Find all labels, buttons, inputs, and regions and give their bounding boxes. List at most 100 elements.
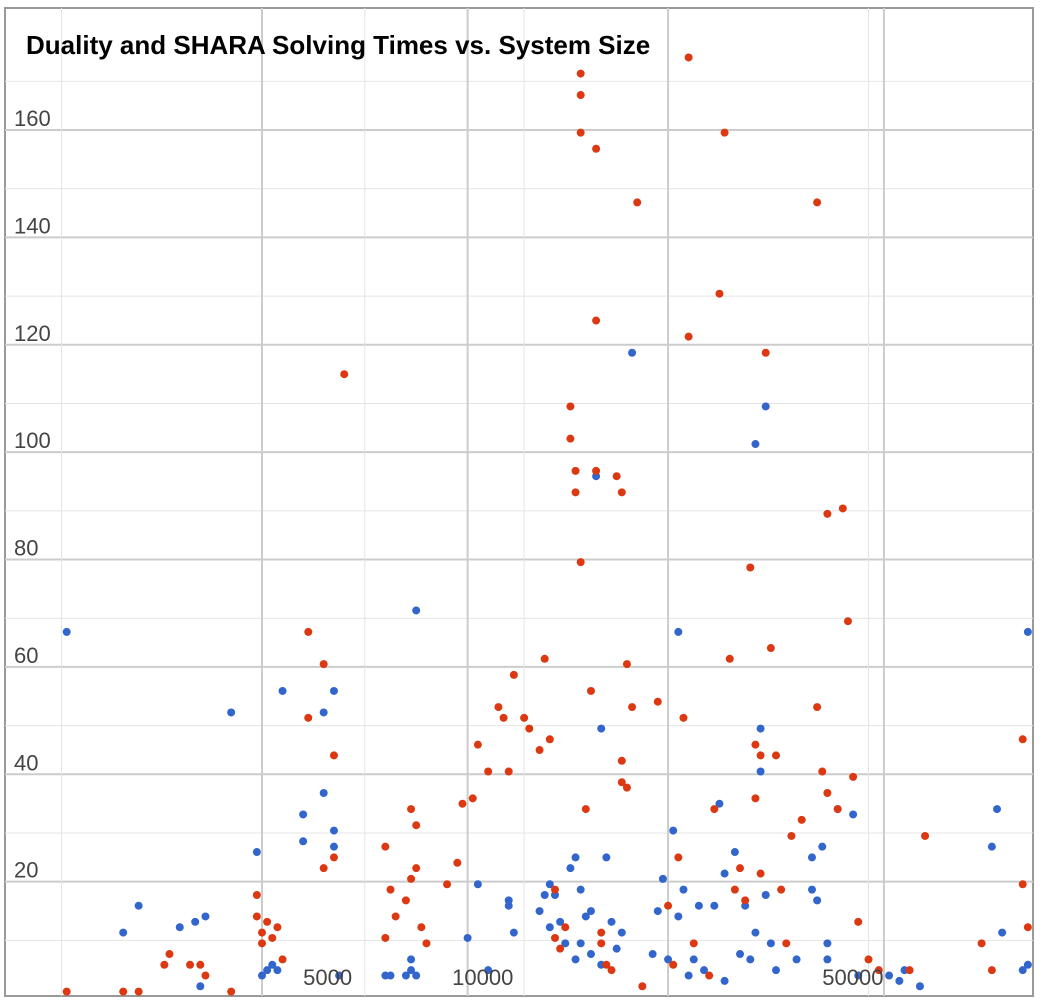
x-tick-label: 10000 (452, 965, 513, 990)
data-point-shara (684, 332, 693, 341)
data-point-shara (160, 960, 169, 969)
data-point-shara (581, 805, 590, 814)
data-point-duality (329, 826, 338, 835)
data-point-duality (1018, 966, 1027, 975)
data-point-shara (304, 627, 313, 636)
data-point-shara (576, 558, 585, 567)
data-point-shara (329, 853, 338, 862)
data-point-shara (751, 740, 760, 749)
data-point-duality (1023, 627, 1032, 636)
data-point-shara (319, 660, 328, 669)
data-point-shara (849, 772, 858, 781)
series-duality (62, 348, 1032, 991)
data-point-shara (550, 885, 559, 894)
data-point-duality (509, 928, 518, 937)
data-point-duality (710, 901, 719, 910)
data-point-duality (648, 950, 657, 959)
data-point-duality (504, 901, 513, 910)
data-point-shara (417, 923, 426, 932)
data-point-duality (664, 955, 673, 964)
data-point-duality (694, 901, 703, 910)
data-point-duality (412, 606, 421, 615)
data-point-shara (509, 670, 518, 679)
data-point-shara (443, 880, 452, 889)
data-point-shara (386, 885, 395, 894)
data-point-shara (484, 767, 493, 776)
data-point-duality (761, 890, 770, 899)
data-point-duality (915, 982, 924, 991)
data-point-duality (581, 912, 590, 921)
data-point-duality (273, 966, 282, 975)
data-point-shara (612, 472, 621, 481)
data-point-duality (412, 971, 421, 980)
data-point-shara (833, 805, 842, 814)
data-point-shara (797, 815, 806, 824)
data-point-shara (987, 966, 996, 975)
data-point-shara (566, 402, 575, 411)
data-point-shara (268, 933, 277, 942)
data-point-duality (386, 971, 395, 980)
data-point-shara (401, 896, 410, 905)
x-tick-label: 50000 (822, 965, 883, 990)
data-point-duality (586, 907, 595, 916)
data-point-shara (252, 890, 261, 899)
data-point-shara (545, 735, 554, 744)
data-point-shara (525, 724, 534, 733)
data-point-duality (407, 966, 416, 975)
data-point-shara (592, 316, 601, 325)
data-point-shara (689, 939, 698, 948)
chart-title: Duality and SHARA Solving Times vs. Syst… (26, 30, 650, 60)
data-point-shara (196, 960, 205, 969)
data-point-shara (823, 509, 832, 518)
y-tick-label: 20 (14, 858, 38, 883)
data-point-duality (730, 848, 739, 857)
data-point-duality (545, 880, 554, 889)
y-tick-label: 40 (14, 750, 38, 775)
data-point-shara (602, 960, 611, 969)
data-point-shara (273, 923, 282, 932)
data-point-shara (556, 944, 565, 953)
data-point-shara (782, 939, 791, 948)
data-point-shara (550, 933, 559, 942)
y-tick-label: 60 (14, 643, 38, 668)
data-point-shara (730, 885, 739, 894)
data-point-shara (592, 144, 601, 153)
data-point-duality (119, 928, 128, 937)
data-point-shara (977, 939, 986, 948)
data-point-duality (720, 869, 729, 878)
data-point-duality (329, 842, 338, 851)
data-point-shara (684, 53, 693, 62)
data-point-duality (607, 917, 616, 926)
data-point-shara (715, 289, 724, 298)
data-point-duality (535, 907, 544, 916)
data-point-shara (1018, 880, 1027, 889)
data-point-duality (720, 976, 729, 985)
data-point-shara (412, 864, 421, 873)
data-point-duality (772, 966, 780, 975)
data-point-shara (186, 960, 195, 969)
data-point-duality (586, 950, 595, 959)
data-point-shara (653, 697, 662, 706)
data-point-shara (592, 466, 601, 475)
data-point-duality (792, 955, 801, 964)
data-point-duality (746, 955, 755, 964)
data-point-duality (329, 686, 338, 695)
data-point-duality (818, 842, 827, 851)
data-point-shara (843, 617, 852, 626)
data-point-shara (504, 767, 513, 776)
x-tick-label: 5000 (303, 965, 352, 990)
data-point-shara (407, 874, 416, 883)
data-point-shara (571, 488, 580, 497)
data-point-duality (545, 923, 554, 932)
data-point-duality (299, 810, 308, 819)
data-point-duality (751, 440, 760, 449)
data-point-shara (1023, 923, 1032, 932)
y-tick-label: 140 (14, 213, 51, 238)
data-point-duality (196, 982, 205, 991)
data-point-shara (227, 987, 236, 996)
data-point-shara (756, 869, 765, 878)
data-points (62, 53, 1032, 996)
data-point-shara (304, 713, 313, 722)
data-point-shara (761, 348, 770, 357)
